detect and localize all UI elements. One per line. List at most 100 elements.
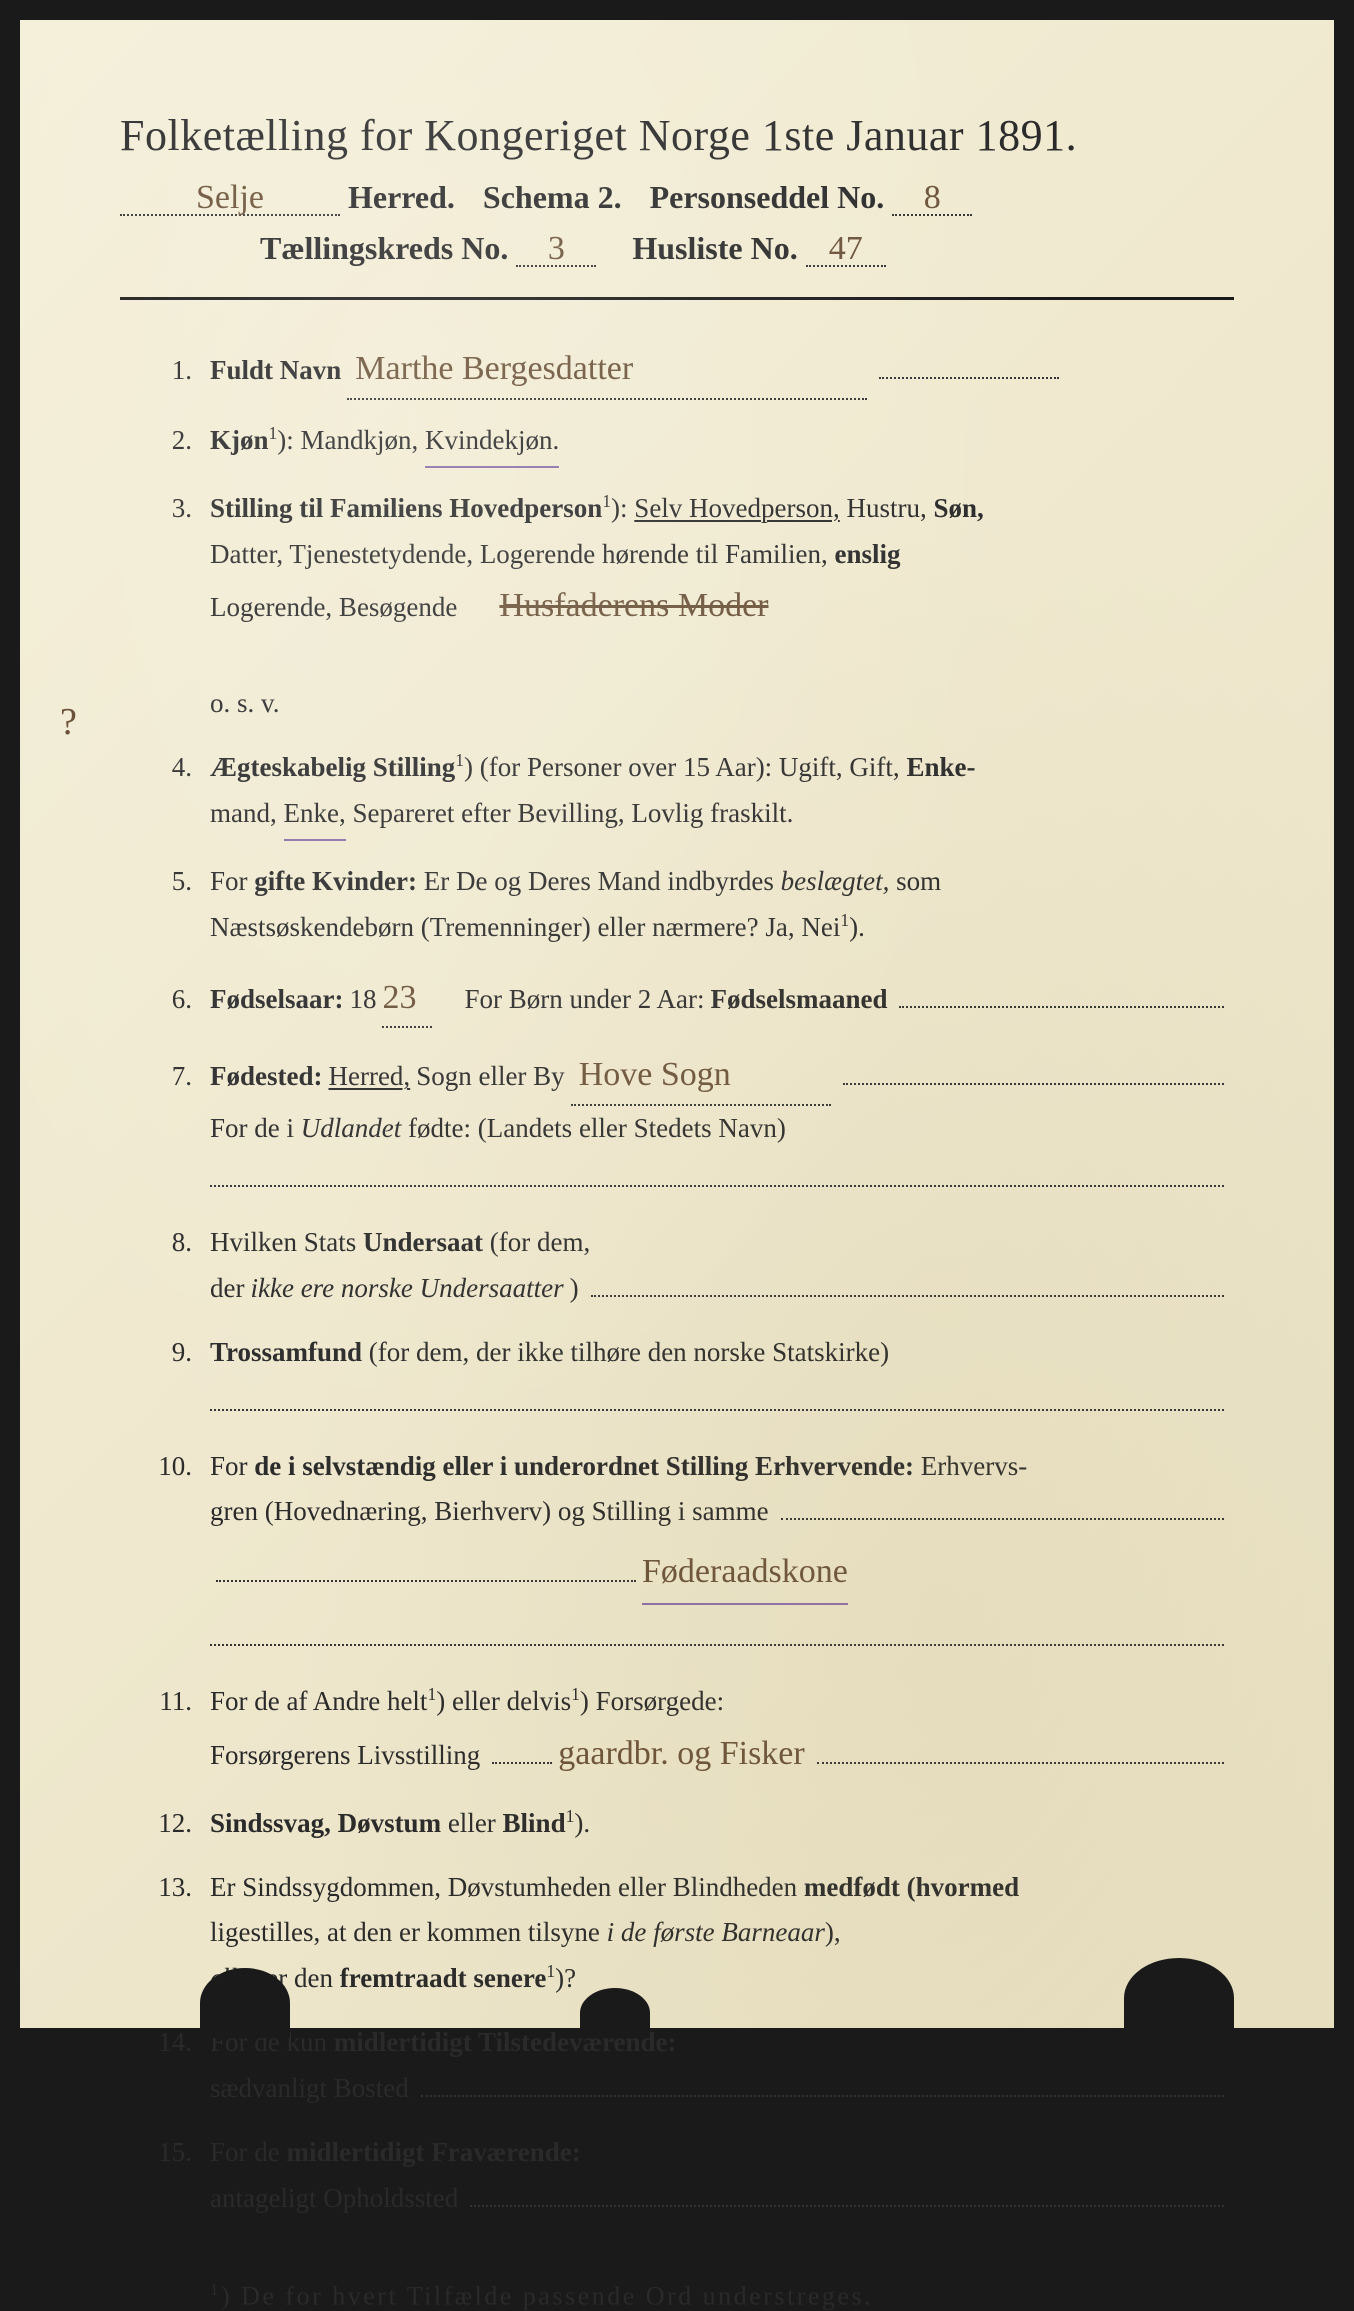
q2-label: Kjøn	[210, 425, 269, 455]
q13-sup: 1	[546, 1961, 555, 1981]
q1-num: 1.	[150, 348, 210, 394]
question-9: 9. Trossamfund (for dem, der ikke tilhør…	[150, 1330, 1224, 1426]
q5-num: 5.	[150, 859, 210, 905]
footnote-text: ) De for hvert Tilfælde passende Ord und…	[221, 2281, 873, 2310]
q2-underlined: Kvindekjøn.	[425, 418, 559, 468]
q11-line1: For de af Andre helt	[210, 1686, 427, 1716]
q5-som: som	[889, 866, 941, 896]
form-body: 1. Fuldt Navn Marthe Bergesdatter 2. Kjø…	[120, 340, 1234, 2222]
question-1: 1. Fuldt Navn Marthe Bergesdatter	[150, 340, 1224, 400]
q4-enkemand: Enke-	[906, 752, 975, 782]
q10-num: 10.	[150, 1444, 210, 1490]
q9-num: 9.	[150, 1330, 210, 1376]
husliste-value: 47	[806, 234, 886, 267]
schema-label: Schema 2.	[483, 179, 622, 216]
q10-rest: Erhvervs-	[914, 1451, 1027, 1481]
q3-son: Søn,	[934, 493, 984, 523]
dotted-fill	[879, 352, 1059, 379]
q9-rest: (for dem, der ikke tilhøre den norske St…	[362, 1337, 889, 1367]
dotted-fill	[210, 1160, 1224, 1187]
q4-sup: 1	[455, 750, 464, 770]
personseddel-label: Personseddel No.	[650, 179, 885, 216]
q13-line2end: ),	[825, 1917, 841, 1947]
q5-rest: Er De og Deres Mand indbyrdes	[417, 866, 781, 896]
q3-sup: 1	[602, 491, 611, 511]
q5-beslaegtet: beslægtet,	[781, 866, 890, 896]
question-15: 15. For de midlertidigt Fraværende: anta…	[150, 2130, 1224, 2222]
q12-rest: eller	[441, 1808, 502, 1838]
q3-handwritten: Husfaderens Moder	[499, 577, 768, 635]
q4-line1: ) (for Personer over 15 Aar): Ugift, Gif…	[464, 752, 906, 782]
q8-num: 8.	[150, 1220, 210, 1266]
question-7: 7. Fødested: Herred, Sogn eller By Hove …	[150, 1046, 1224, 1202]
q8-italic: ikke ere norske Undersaatter	[250, 1266, 563, 1312]
q8-undersaat: Undersaat	[363, 1227, 483, 1257]
q13-line3end: )?	[555, 1963, 576, 1993]
q15-num: 15.	[150, 2130, 210, 2176]
q11-line2label: Forsørgerens Livsstilling	[210, 1733, 480, 1779]
q7-mid: Sogn eller By	[416, 1054, 565, 1100]
kreds-value: 3	[516, 234, 596, 267]
q4-line2pre: mand,	[210, 798, 284, 828]
question-10: 10. For de i selvstændig eller i underor…	[150, 1444, 1224, 1661]
q13-line3mid: er den	[259, 1963, 339, 1993]
q3-selv: Selv Hovedperson,	[634, 493, 839, 523]
q12-blind: Blind	[503, 1808, 566, 1838]
footnote-sup: 1	[210, 2280, 221, 2299]
q10-pre: For	[210, 1451, 254, 1481]
question-12: 12. Sindssvag, Døvstum eller Blind1).	[150, 1801, 1224, 1847]
q7-line2pre: For de i	[210, 1113, 301, 1143]
q15-pre: For de	[210, 2137, 287, 2167]
question-5: 5. For gifte Kvinder: Er De og Deres Man…	[150, 859, 1224, 951]
dotted-fill	[899, 981, 1224, 1008]
q13-line1: Er Sindssygdommen, Døvstumheden eller Bl…	[210, 1872, 804, 1902]
q6-label2: Fødselsmaaned	[710, 977, 887, 1023]
footnote-rule	[150, 2262, 370, 2264]
subtitle-row-2: Tællingskreds No. 3 Husliste No. 47	[260, 230, 1234, 267]
question-3: 3. Stilling til Familiens Hovedperson1):…	[150, 486, 1224, 727]
herred-label: Herred.	[348, 179, 455, 216]
q5-pre: For	[210, 866, 254, 896]
q14-line2: sædvanligt Bosted	[210, 2066, 409, 2112]
q8-rest: (for dem,	[483, 1227, 590, 1257]
dotted-fill	[216, 1555, 636, 1582]
q13-italic: i de første Barneaar	[607, 1917, 825, 1947]
q2-sup: 1	[269, 423, 278, 443]
dotted-fill	[470, 2180, 1224, 2207]
q13-num: 13.	[150, 1865, 210, 1911]
q3-label: Stilling til Familiens Hovedperson	[210, 493, 602, 523]
dotted-fill	[210, 1619, 1224, 1646]
q10-bold: de i selvstændig eller i underordnet Sti…	[254, 1451, 914, 1481]
q7-line2rest: fødte: (Landets eller Stedets Navn)	[401, 1113, 786, 1143]
q15-line2: antageligt Opholdssted	[210, 2176, 458, 2222]
dotted-fill	[781, 1493, 1224, 1520]
census-form-page: Folketælling for Kongeriget Norge 1ste J…	[20, 20, 1334, 2028]
husliste-label: Husliste No.	[632, 230, 797, 267]
q7-udlandet: Udlandet	[301, 1113, 402, 1143]
q14-bold: midlertidigt Tilstedeværende:	[334, 2027, 677, 2057]
q3-line3: Logerende, Besøgende	[210, 585, 457, 631]
q8-line2pre: der	[210, 1266, 244, 1312]
dotted-fill	[843, 1058, 1224, 1085]
q9-label: Trossamfund	[210, 1337, 362, 1367]
margin-annotation: ?	[60, 700, 77, 744]
q8-line1: Hvilken Stats	[210, 1227, 363, 1257]
q3-line2: Datter, Tjenestetydende, Logerende høren…	[210, 539, 834, 569]
q7-herred: Herred,	[328, 1054, 410, 1100]
question-8: 8. Hvilken Stats Undersaat (for dem, der…	[150, 1220, 1224, 1312]
herred-value: Selje	[120, 183, 340, 216]
q11-end: ) Forsørgede:	[580, 1686, 724, 1716]
q3-rest1: Hustru,	[840, 493, 934, 523]
q15-bold: midlertidigt Fraværende:	[287, 2137, 581, 2167]
q6-num: 6.	[150, 977, 210, 1023]
q10-value: Føderaadskone	[642, 1543, 848, 1605]
q11-value: gaardbr. og Fisker	[558, 1725, 804, 1783]
q3-num: 3.	[150, 486, 210, 532]
q3-after: ):	[611, 493, 634, 523]
q4-line2rest: Separeret efter Bevilling, Lovlig fraski…	[346, 798, 794, 828]
form-header: Folketælling for Kongeriget Norge 1ste J…	[120, 110, 1234, 267]
q6-mid: For Børn under 2 Aar:	[464, 977, 704, 1023]
q6-label: Fødselsaar:	[210, 977, 343, 1023]
q7-num: 7.	[150, 1054, 210, 1100]
dotted-fill	[492, 1737, 552, 1764]
